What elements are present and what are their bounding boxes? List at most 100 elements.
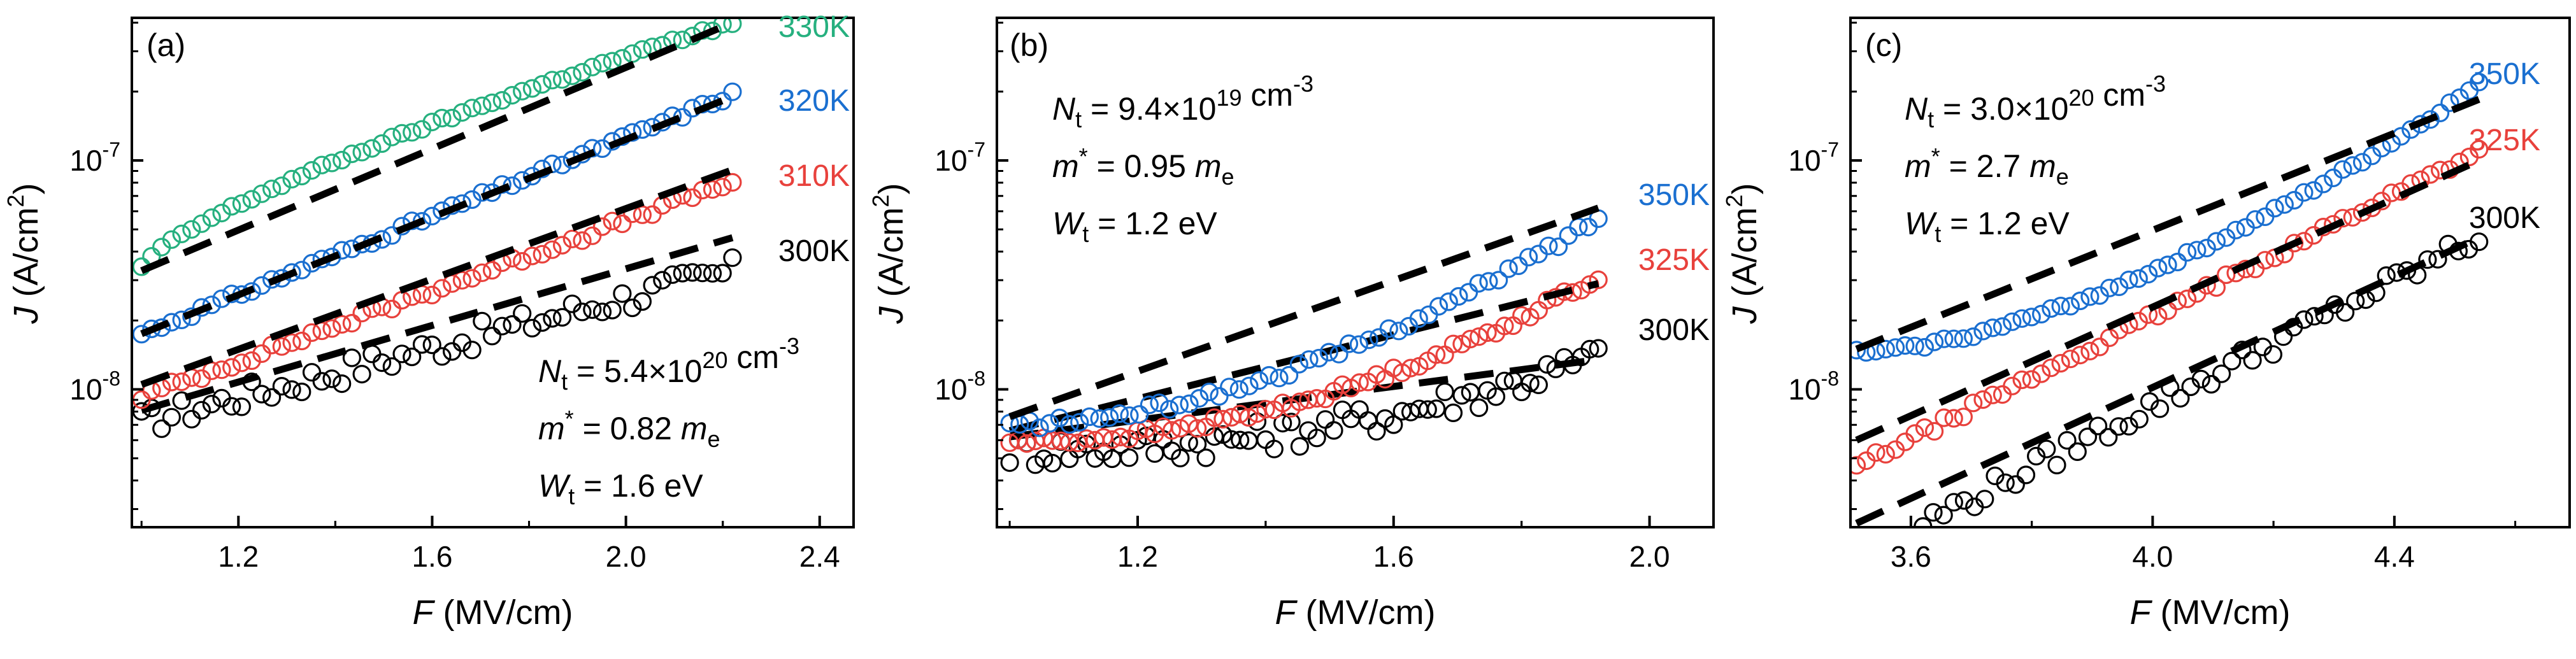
- data-point: [172, 224, 191, 243]
- data-point: [1924, 503, 1943, 522]
- data-point: [2071, 291, 2090, 311]
- x-tick-label: 1.6: [411, 540, 452, 573]
- data-point: [1954, 329, 1973, 348]
- data-point: [562, 66, 582, 85]
- data-point: [2314, 174, 2333, 194]
- data-point: [292, 382, 311, 402]
- data-point: [1915, 418, 1934, 437]
- data-point: [2129, 311, 2148, 330]
- data-point: [1264, 439, 1284, 458]
- series-330K: [132, 18, 742, 276]
- data-point: [1060, 433, 1079, 452]
- data-point: [633, 205, 652, 224]
- data-point: [1050, 408, 1070, 428]
- data-point: [713, 18, 732, 34]
- data-point: [2243, 351, 2262, 370]
- fit-line-320K: [140, 93, 734, 337]
- data-point: [2061, 297, 2080, 316]
- fit-line-300K: [1855, 234, 2480, 527]
- data-point: [2022, 308, 2041, 327]
- data-point: [1120, 406, 1139, 425]
- axes-frame: [1849, 17, 2571, 528]
- data-point: [613, 284, 632, 303]
- y-axis-label: J (A/cm2): [3, 183, 45, 324]
- data-point: [252, 385, 271, 404]
- data-point: [2129, 269, 2148, 288]
- data-point: [433, 108, 452, 128]
- data-point: [683, 263, 702, 282]
- data-point: [2078, 427, 2098, 446]
- data-point: [342, 314, 362, 333]
- data-point: [333, 150, 352, 170]
- x-tick-label: 1.6: [1373, 540, 1414, 573]
- data-point: [543, 71, 562, 90]
- fit-line-330K: [140, 19, 734, 274]
- data-point: [1529, 375, 1548, 395]
- data-point: [583, 300, 602, 319]
- data-point: [673, 31, 692, 50]
- data-point: [2346, 292, 2365, 311]
- data-point: [2431, 160, 2450, 180]
- data-point: [232, 353, 251, 372]
- data-point: [212, 204, 231, 223]
- data-point: [2226, 264, 2245, 283]
- data-point: [462, 99, 482, 118]
- data-point: [382, 226, 401, 245]
- data-point: [2343, 156, 2362, 175]
- data-point: [1495, 371, 1514, 390]
- data-point: [522, 79, 542, 98]
- param-line: Nt = 3.0×1020 cm-3: [1905, 71, 2166, 132]
- data-point: [1944, 329, 1963, 348]
- data-point: [1589, 270, 1608, 289]
- data-point: [333, 241, 352, 260]
- legend-label-310K: 310K: [778, 159, 850, 193]
- data-point: [1427, 399, 1446, 418]
- data-point: [623, 44, 642, 63]
- data-point: [352, 143, 371, 162]
- data-point: [1886, 338, 1905, 357]
- data-point: [1043, 453, 1062, 473]
- data-point: [1983, 318, 2002, 337]
- data-point: [1418, 400, 1437, 419]
- data-point: [2178, 289, 2197, 308]
- data-point: [1340, 334, 1359, 353]
- data-point: [1140, 395, 1159, 415]
- data-point: [1935, 408, 1954, 427]
- data-point: [492, 316, 512, 336]
- data-point: [1080, 407, 1099, 427]
- data-point: [1247, 404, 1267, 423]
- data-point: [2431, 103, 2450, 122]
- data-point: [482, 93, 502, 113]
- data-point: [282, 263, 301, 282]
- data-point: [1944, 493, 1963, 512]
- x-tick-label: 1.2: [1117, 540, 1158, 573]
- data-point: [703, 264, 722, 283]
- data-point: [1256, 400, 1275, 419]
- data-point: [392, 344, 411, 364]
- data-point: [533, 244, 552, 264]
- param-line: Wt = 1.2 eV: [1905, 206, 2070, 247]
- data-point: [1512, 306, 1531, 325]
- data-point: [1964, 327, 1983, 346]
- data-point: [723, 18, 742, 33]
- param-line: Wt = 1.2 eV: [1052, 206, 1217, 247]
- data-point: [673, 264, 692, 283]
- data-point: [503, 86, 522, 105]
- data-point: [172, 310, 191, 329]
- data-point: [162, 407, 181, 427]
- data-point: [202, 394, 221, 414]
- data-point: [222, 397, 241, 416]
- data-point: [2171, 388, 2190, 408]
- data-point: [222, 358, 241, 377]
- data-point: [1986, 466, 2005, 486]
- data-point: [1329, 344, 1349, 364]
- data-point: [1964, 393, 1983, 413]
- data-point: [1539, 236, 1558, 255]
- data-point: [2003, 376, 2022, 395]
- data-point: [2187, 241, 2207, 260]
- data-point: [1944, 409, 1963, 428]
- data-point: [1443, 334, 1463, 353]
- data-point: [1459, 283, 1478, 302]
- x-axis-label: F (MV/cm): [413, 593, 573, 632]
- data-point: [482, 327, 502, 346]
